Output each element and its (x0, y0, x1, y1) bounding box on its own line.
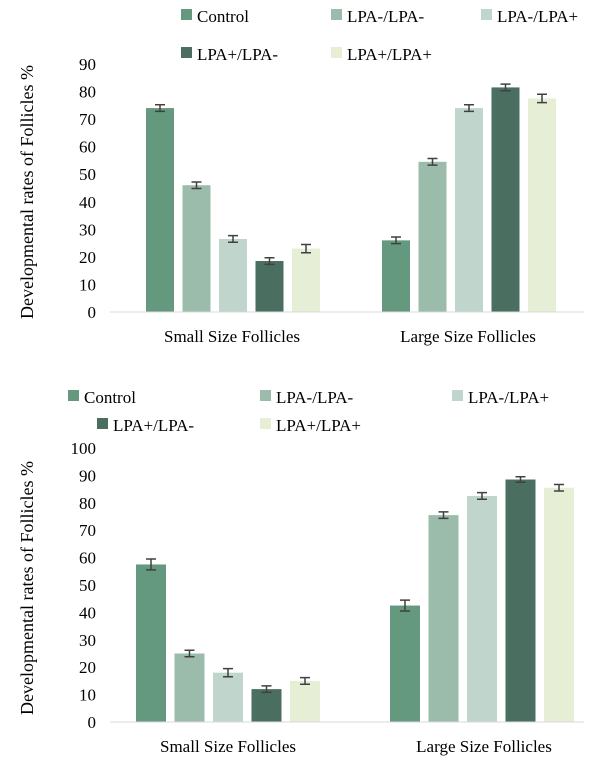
error-bar (301, 243, 311, 254)
legend-swatch-lpa-plus-lpa-plus (260, 418, 271, 429)
bar (136, 564, 166, 722)
legend-swatch-lpa-plus-lpa-plus (331, 47, 342, 58)
legend-label-lpa-minus-lpa-plus: LPA-/LPA+ (468, 388, 549, 407)
error-bar (515, 476, 526, 483)
legend-label-lpa-minus-lpa-minus: LPA-/LPA- (347, 7, 424, 26)
error-bar (184, 649, 195, 658)
bars-1 (146, 83, 556, 312)
error-bar (391, 236, 401, 245)
error-bar (400, 599, 410, 612)
error-bar (155, 104, 165, 113)
y-tick-label: 90 (79, 466, 96, 485)
y-tick-label: 70 (79, 521, 96, 540)
y-ticks-2: 0 10 20 30 40 50 60 70 80 90 100 (71, 439, 97, 732)
y-tick-label: 10 (79, 686, 96, 705)
error-bar (500, 83, 511, 92)
error-bar (223, 667, 233, 678)
bar (382, 240, 410, 312)
y-tick-label: 100 (71, 439, 97, 458)
legend-swatch-control (68, 390, 79, 401)
x-tick-small-2: Small Size Follicles (160, 737, 296, 756)
y-tick-label: 30 (79, 631, 96, 650)
bar (146, 108, 174, 312)
y-tick-label: 60 (79, 138, 96, 157)
error-bar (264, 256, 275, 266)
bar (213, 672, 243, 722)
bar (290, 680, 320, 722)
bar (174, 653, 205, 722)
y-tick-label: 80 (79, 83, 96, 102)
legend-1: Control LPA-/LPA- LPA-/LPA+ LPA+/LPA- LP… (181, 7, 578, 64)
y-axis-label-2: Developmental rates of Follicles % (17, 461, 37, 715)
legend-label-lpa-plus-lpa-plus: LPA+/LPA+ (347, 45, 432, 64)
y-tick-label: 90 (79, 55, 96, 74)
bars-2 (136, 476, 574, 722)
bar (505, 479, 536, 722)
y-axis-label-1: Developmental rates of Follicles % (17, 65, 37, 319)
bar (255, 261, 284, 312)
error-bar (191, 181, 202, 190)
bar (219, 238, 247, 312)
legend-swatch-lpa-minus-lpa-plus (452, 390, 463, 401)
y-ticks-1: 0 10 20 30 40 50 60 70 80 90 (79, 55, 96, 322)
x-tick-large-2: Large Size Follicles (416, 737, 552, 756)
legend-label-control: Control (197, 7, 249, 26)
y-tick-label: 30 (79, 220, 96, 239)
bar (292, 248, 320, 312)
error-bar (261, 685, 272, 694)
legend-swatch-lpa-minus-lpa-minus (331, 9, 342, 20)
y-tick-label: 20 (79, 248, 96, 267)
y-tick-label: 60 (79, 549, 96, 568)
x-tick-small-1: Small Size Follicles (164, 327, 300, 346)
legend-swatch-control (181, 9, 192, 20)
error-bar (427, 157, 438, 166)
bar (455, 108, 483, 312)
legend-label-lpa-plus-lpa-plus: LPA+/LPA+ (276, 416, 361, 435)
y-tick-label: 50 (79, 576, 96, 595)
y-tick-label: 10 (79, 275, 96, 294)
legend-label-lpa-plus-lpa-minus: LPA+/LPA- (197, 45, 278, 64)
legend-swatch-lpa-minus-lpa-minus (260, 390, 271, 401)
y-tick-label: 50 (79, 165, 96, 184)
y-tick-label: 0 (88, 713, 97, 732)
chart-2: Control LPA-/LPA- LPA-/LPA+ LPA+/LPA- LP… (17, 388, 584, 756)
bar (491, 87, 520, 312)
legend-label-lpa-plus-lpa-minus: LPA+/LPA- (113, 416, 194, 435)
error-bar (438, 511, 449, 520)
bar (428, 515, 459, 722)
bar (251, 689, 282, 722)
legend-label-lpa-minus-lpa-minus: LPA-/LPA- (276, 388, 353, 407)
legend-2: Control LPA-/LPA- LPA-/LPA+ LPA+/LPA- LP… (68, 388, 549, 435)
legend-swatch-lpa-plus-lpa-minus (181, 47, 192, 58)
error-bar (300, 676, 310, 685)
error-bar (146, 558, 156, 571)
y-tick-label: 40 (79, 193, 96, 212)
bar (467, 495, 497, 722)
y-tick-label: 20 (79, 658, 96, 677)
chart-1: Control LPA-/LPA- LPA-/LPA+ LPA+/LPA- LP… (17, 7, 584, 346)
bar (528, 98, 556, 312)
legend-swatch-lpa-plus-lpa-minus (97, 418, 108, 429)
y-tick-label: 0 (88, 303, 97, 322)
y-tick-label: 70 (79, 110, 96, 129)
legend-label-lpa-minus-lpa-plus: LPA-/LPA+ (497, 7, 578, 26)
error-bar (464, 104, 474, 113)
bar (390, 605, 420, 722)
bar (182, 185, 211, 312)
bar (418, 161, 447, 312)
x-tick-large-1: Large Size Follicles (400, 327, 536, 346)
y-tick-label: 80 (79, 494, 96, 513)
legend-swatch-lpa-minus-lpa-plus (481, 9, 492, 20)
legend-label-control: Control (84, 388, 136, 407)
bar (544, 487, 574, 722)
error-bar (228, 234, 238, 244)
error-bar (537, 93, 547, 104)
error-bar (554, 483, 564, 492)
error-bar (477, 491, 487, 500)
y-tick-label: 40 (79, 603, 96, 622)
